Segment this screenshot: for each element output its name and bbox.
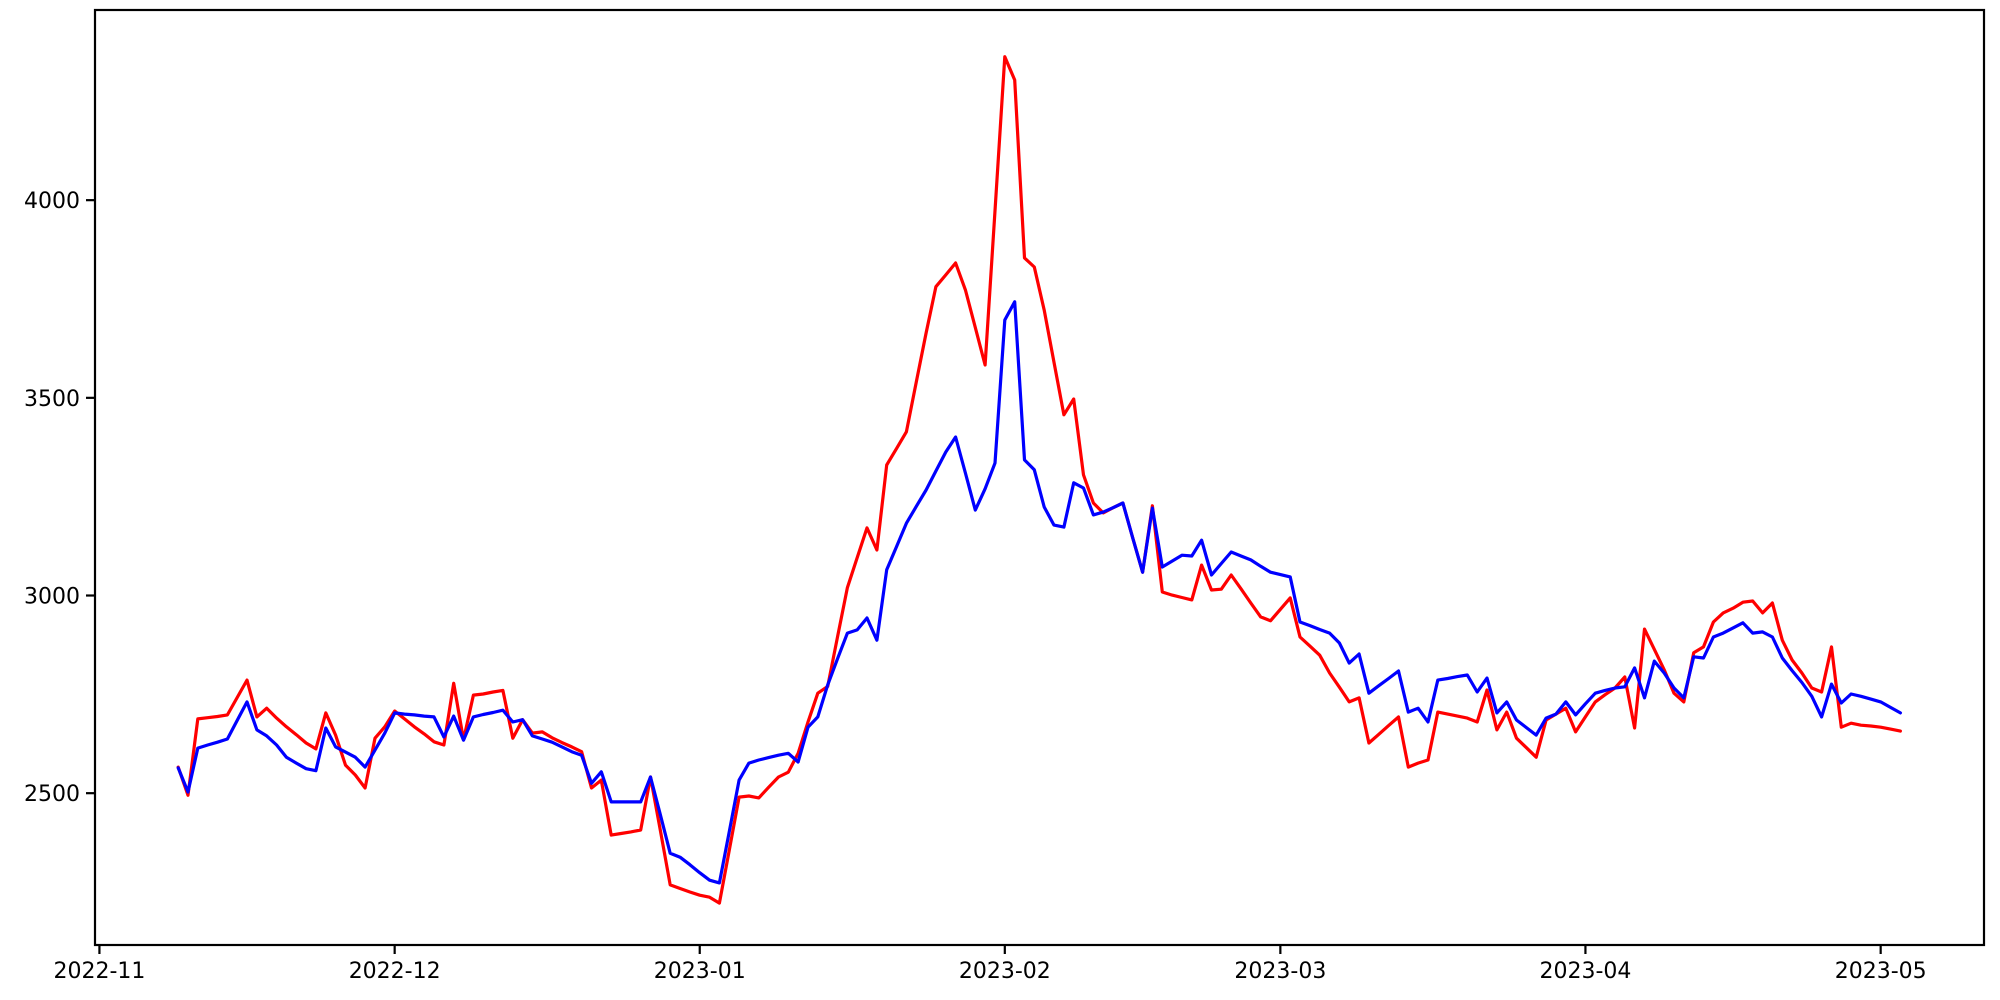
y-tick-label: 3500	[24, 387, 80, 412]
y-axis: 2500 3000 3500 4000	[24, 189, 95, 807]
plot-frame	[93, 8, 1986, 947]
x-axis: 2022-11 2022-12 2023-01 2023-02 2023-03 2023-…	[53, 945, 1927, 984]
red-line	[176, 55, 1903, 905]
x-tick-label: 2023-05	[1835, 959, 1927, 984]
x-tick-label: 2023-04	[1539, 959, 1631, 984]
y-tick-label: 2500	[24, 782, 80, 807]
y-tick-label: 3000	[24, 585, 80, 610]
x-tick-label: 2023-02	[959, 959, 1051, 984]
x-tick-label: 2023-03	[1234, 959, 1326, 984]
x-tick-label: 2022-12	[349, 959, 441, 984]
plot-area	[176, 55, 1903, 905]
x-tick-label: 2023-01	[654, 959, 746, 984]
blue-line	[176, 300, 1903, 885]
y-tick-label: 4000	[24, 189, 80, 214]
x-tick-label: 2022-11	[53, 959, 145, 984]
